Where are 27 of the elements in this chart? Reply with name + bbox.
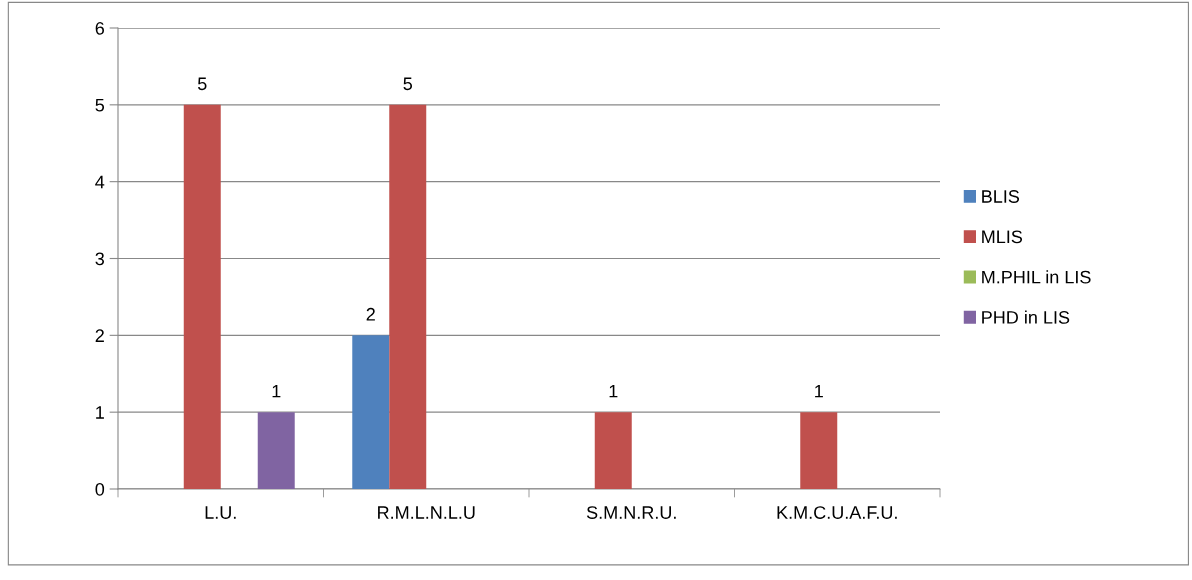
bar [183, 104, 221, 489]
data-label: 5 [197, 77, 207, 91]
x-tick-label: K.M.C.U.A.F.U. [777, 506, 897, 519]
x-tick-label: S.M.N.R.U. [586, 506, 676, 519]
data-label: 1 [609, 384, 618, 398]
data-label: 1 [815, 384, 823, 398]
legend-label: PHD in LIS [982, 310, 1070, 324]
bar [389, 104, 427, 489]
y-tick-label: 6 [95, 21, 105, 35]
bar [257, 412, 295, 489]
y-tick-label: 0 [95, 482, 105, 496]
y-tick-label: 3 [95, 252, 105, 266]
bar [352, 335, 390, 489]
bar [594, 412, 632, 489]
x-tick-label: L.U. [205, 506, 236, 519]
data-label: 2 [366, 307, 375, 321]
legend-label: BLIS [982, 190, 1020, 203]
legend-label: M.PHIL in LIS [982, 270, 1091, 284]
y-tick-label: 1 [96, 406, 104, 419]
legend-label: MLIS [982, 230, 1023, 244]
y-tick-label: 4 [95, 175, 105, 189]
data-label: 5 [403, 77, 413, 91]
y-tick-label: 2 [95, 329, 104, 342]
bar [800, 412, 838, 489]
y-tick-label: 5 [95, 98, 105, 112]
x-tick-label: R.M.L.N.L.U [378, 506, 475, 519]
data-label: 1 [272, 384, 281, 398]
